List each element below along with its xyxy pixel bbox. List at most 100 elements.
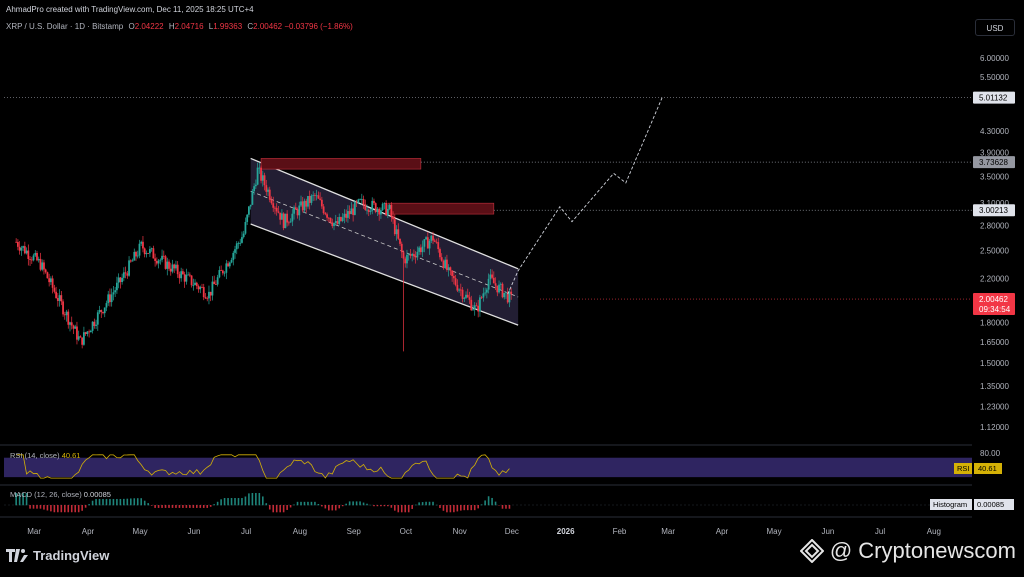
candle-body	[479, 297, 481, 312]
macd-histogram-bar	[147, 503, 149, 506]
candle-body	[180, 271, 183, 279]
macd-histogram-bar	[25, 493, 28, 506]
candle-body	[155, 260, 158, 264]
x-tick-label: May	[767, 527, 782, 536]
macd-histogram-bar	[404, 505, 407, 513]
candle-body	[345, 213, 348, 218]
candle-body	[82, 332, 85, 345]
candle-body	[484, 292, 487, 294]
macd-histogram-bar	[223, 498, 226, 506]
currency-button[interactable]: USD	[975, 19, 1015, 36]
candle-body	[126, 273, 129, 276]
candle-body	[251, 191, 254, 205]
macd-histogram-bar	[258, 493, 261, 506]
macd-histogram-bar	[407, 505, 410, 513]
candle-body	[414, 256, 417, 258]
macd-histogram-bar	[508, 505, 511, 509]
tradingview-logo[interactable]: TradingView	[6, 548, 109, 563]
candle-body	[315, 195, 318, 197]
x-tick-label: Aug	[293, 527, 307, 536]
candle-body	[98, 309, 101, 313]
candle-body	[380, 210, 382, 215]
macd-histogram-bar	[414, 504, 417, 506]
macd-legend[interactable]: MACD (12, 26, close) 0.00085	[10, 490, 111, 499]
candle-body	[136, 255, 139, 257]
candle-body	[279, 212, 282, 220]
macd-histogram-bar	[359, 501, 361, 506]
y-tick-label: 1.50000	[980, 359, 1009, 368]
macd-histogram-bar	[50, 505, 52, 512]
price-label-box	[973, 156, 1015, 169]
candle-body	[421, 246, 424, 253]
macd-histogram-bar	[105, 498, 108, 506]
candle-body	[55, 291, 58, 298]
candle-body	[409, 254, 412, 256]
candle-body	[430, 235, 433, 241]
macd-histogram-bar	[293, 504, 295, 506]
candle-body	[175, 264, 177, 269]
candle-body	[192, 285, 195, 286]
candle-body	[300, 201, 302, 206]
candle-body	[268, 189, 271, 200]
y-tick-label: 1.65000	[980, 338, 1009, 347]
macd-histogram-bar	[220, 499, 222, 506]
candle-body	[463, 297, 466, 299]
candle-body	[248, 206, 250, 215]
candle-body	[62, 301, 64, 315]
rsi-value-label: 40.61	[978, 464, 997, 473]
macd-histogram-bar	[206, 505, 209, 508]
macd-histogram-bar	[70, 505, 73, 513]
macd-histogram-bar	[321, 505, 323, 507]
macd-histogram-bar	[341, 505, 344, 507]
macd-histogram-bar	[178, 505, 181, 508]
macd-histogram-bar	[157, 505, 160, 508]
candle-body	[291, 213, 294, 222]
macd-histogram-bar	[171, 505, 174, 508]
candle-body	[208, 291, 210, 299]
macd-histogram-bar	[480, 504, 483, 506]
candle-body	[503, 292, 506, 298]
candle-body	[209, 291, 212, 296]
candle-body	[333, 222, 335, 227]
macd-histogram-bar	[46, 505, 49, 511]
candle-body	[341, 217, 344, 221]
candle-body	[465, 294, 467, 298]
close-value: 2.00462	[253, 22, 283, 31]
candle-body	[49, 278, 52, 283]
rsi-legend[interactable]: RSI (14, close) 40.61	[10, 451, 81, 460]
candle-body	[376, 208, 379, 213]
candle-body	[284, 213, 287, 229]
candle-body	[282, 213, 285, 229]
candle-body	[30, 259, 33, 261]
candle-body	[426, 237, 429, 249]
macd-histogram-bar	[487, 496, 490, 506]
candle-body	[286, 213, 289, 223]
candle-body	[253, 186, 256, 192]
symbol-legend[interactable]: XRP / U.S. Dollar · 1D · Bitstamp O2.042…	[6, 22, 353, 31]
candle-body	[498, 284, 500, 293]
candle-body	[393, 219, 396, 235]
candle-body	[294, 207, 297, 210]
macd-histogram-bar	[355, 501, 358, 506]
y-tick-label: 5.50000	[980, 73, 1009, 82]
macd-histogram-bar	[268, 505, 271, 510]
candle-body	[241, 237, 243, 243]
macd-histogram-bar	[150, 505, 153, 506]
macd-histogram-bar	[230, 498, 233, 506]
candle-body	[407, 254, 410, 256]
rsi-line	[16, 454, 510, 479]
macd-histogram-bar	[505, 505, 507, 509]
candle-body	[487, 278, 490, 290]
candle-body	[419, 247, 422, 253]
candle-body	[225, 263, 228, 273]
candle-body	[397, 229, 400, 239]
y-tick-label: 3.50000	[980, 172, 1009, 181]
y-tick-label: 1.80000	[980, 319, 1009, 328]
macd-histogram-bar	[289, 505, 292, 508]
macd-histogram-bar	[376, 505, 379, 507]
candle-body	[416, 251, 419, 258]
candle-body	[220, 270, 223, 271]
candle-body	[242, 233, 245, 238]
candle-body	[117, 277, 120, 283]
